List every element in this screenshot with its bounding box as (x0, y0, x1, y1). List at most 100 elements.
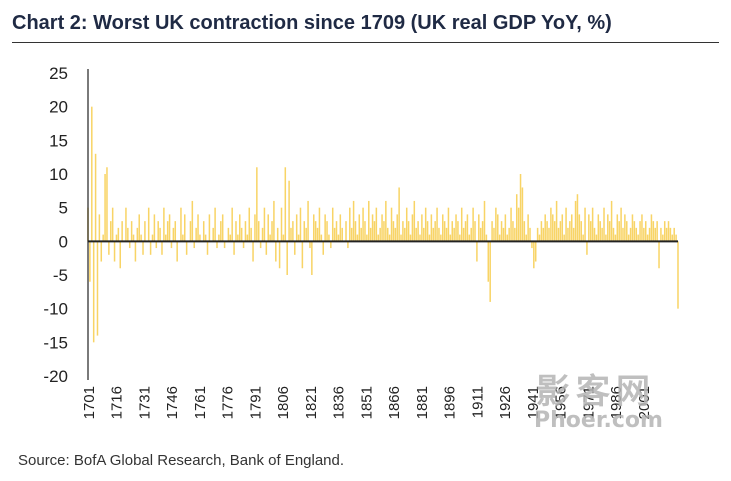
gdp-bar (417, 221, 419, 242)
x-tick-label: 1806 (275, 386, 292, 419)
gdp-bar (603, 207, 605, 242)
gdp-bar (607, 214, 609, 242)
gdp-bar (571, 214, 573, 242)
gdp-bar (227, 227, 230, 242)
gdp-bar (472, 207, 474, 242)
gdp-bar (582, 234, 584, 242)
gdp-bar (280, 207, 283, 242)
x-tick-label: 1701 (81, 386, 98, 419)
x-tick-label: 1911 (469, 386, 486, 418)
x-tick-label: 1971 (580, 386, 597, 419)
gdp-bar (637, 234, 639, 242)
gdp-bar (569, 221, 571, 242)
gdp-bar (168, 214, 171, 242)
gdp-bar (512, 221, 514, 242)
gdp-bar (409, 234, 412, 242)
gdp-bar (239, 214, 241, 242)
gdp-bar (276, 227, 279, 242)
gdp-bar (533, 241, 535, 269)
gdp-bar (510, 207, 512, 242)
gdp-bar (284, 167, 287, 242)
x-tick-label: 1881 (414, 386, 431, 419)
gdp-bar (208, 214, 211, 242)
gdp-bar (106, 167, 108, 242)
gdp-bar (555, 200, 558, 242)
gdp-bar (627, 234, 630, 242)
gdp-bar (576, 194, 579, 242)
gdp-bar (100, 241, 103, 262)
gdp-bar (216, 241, 218, 249)
gdp-bar (261, 227, 264, 242)
gdp-bar (434, 221, 436, 242)
gdp-bar (643, 227, 645, 242)
gdp-bar (612, 227, 615, 242)
gdp-bar (464, 221, 467, 242)
y-tick-label: 5 (59, 199, 68, 218)
gdp-bar (457, 221, 459, 242)
y-tick-label: 20 (49, 98, 68, 117)
gdp-bar (626, 221, 628, 242)
gdp-bar (466, 214, 469, 242)
gdp-bar (483, 200, 486, 242)
gdp-bar (128, 241, 131, 249)
gdp-bar (311, 241, 313, 275)
gdp-bar (538, 234, 541, 242)
gdp-bar (436, 207, 438, 242)
gdp-bar (654, 227, 656, 242)
x-tick-label: 1986 (608, 386, 625, 419)
gdp-bar (608, 221, 611, 242)
gdp-bar (149, 241, 152, 255)
gdp-bar (269, 234, 271, 242)
gdp-bar (221, 214, 224, 242)
gdp-bar (322, 241, 324, 255)
gdp-bar (641, 214, 643, 242)
gdp-bar (195, 227, 197, 242)
gdp-bar (89, 241, 91, 282)
gdp-bar (517, 207, 520, 242)
watermark-main: 影客网 (536, 372, 656, 412)
gdp-bar (531, 241, 533, 249)
gdp-bar (620, 207, 622, 242)
gdp-bar (445, 227, 448, 242)
gdp-bar (130, 221, 133, 242)
gdp-bar (546, 221, 548, 242)
gdp-bar (663, 221, 666, 242)
gdp-bar (375, 207, 378, 242)
gdp-bar (578, 214, 581, 242)
gdp-bar (515, 194, 518, 242)
gdp-bar (326, 221, 328, 242)
gdp-bar (572, 227, 575, 242)
gdp-bar (552, 214, 554, 242)
gdp-bar (297, 234, 300, 242)
gdp-bar (134, 241, 137, 262)
gdp-bar (197, 214, 199, 242)
gdp-bar (170, 241, 173, 249)
gdp-bar (229, 234, 232, 242)
gdp-bar (669, 227, 672, 242)
gdp-bar (144, 221, 146, 242)
x-tick-label: 1731 (136, 386, 153, 419)
gdp-bar (624, 214, 626, 242)
gdp-bar (352, 200, 355, 242)
watermark-sub: Phoer.com (534, 408, 663, 433)
gdp-bar (163, 207, 165, 242)
gdp-bar (557, 227, 560, 242)
gdp-bar (273, 200, 275, 242)
gdp-bar (259, 241, 262, 249)
x-tick-label: 2001 (636, 386, 653, 419)
gdp-bar (402, 221, 404, 242)
gdp-bar (356, 234, 359, 242)
gdp-bar (497, 214, 499, 242)
x-tick-label: 1761 (192, 386, 209, 419)
gdp-bar (140, 234, 142, 242)
gdp-bar (550, 207, 552, 242)
gdp-bar (671, 234, 674, 242)
gdp-bar (599, 221, 601, 242)
gdp-bar (476, 241, 478, 262)
gdp-bar (233, 241, 235, 255)
gdp-bar (142, 241, 144, 255)
gdp-bar (250, 227, 252, 242)
gdp-bar (392, 221, 395, 242)
gdp-bar (151, 234, 154, 242)
x-tick-label: 1716 (109, 386, 126, 419)
